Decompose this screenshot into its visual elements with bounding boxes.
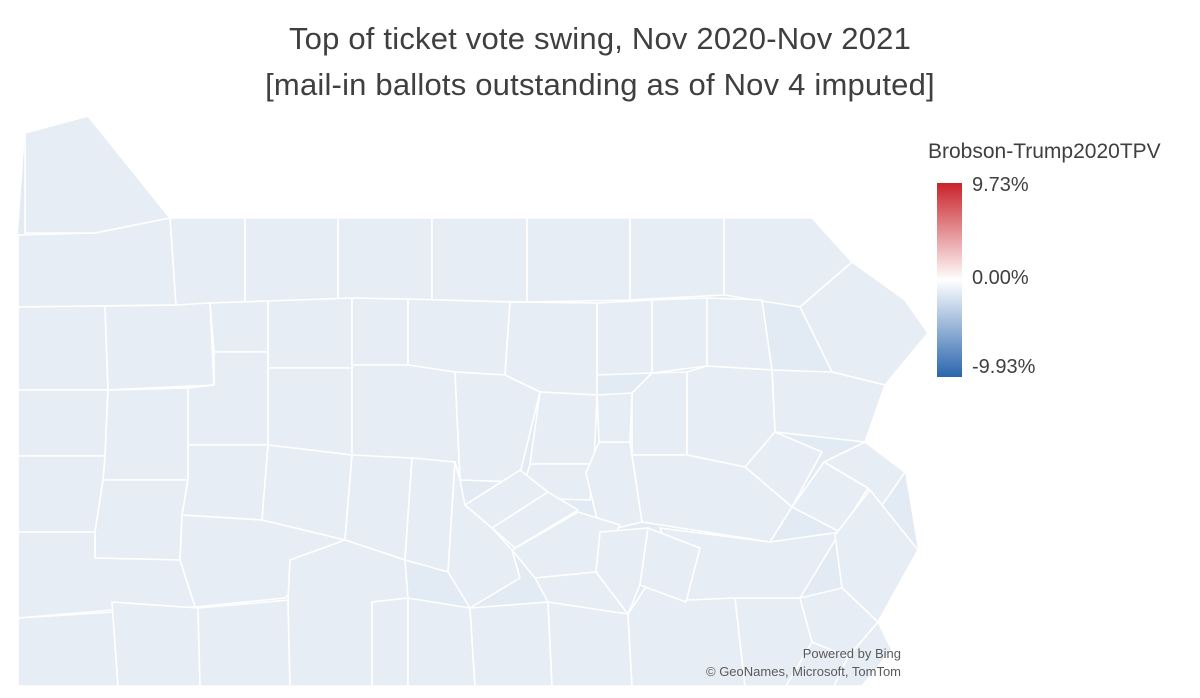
county-armstrong — [181, 444, 269, 521]
county-fulton — [371, 597, 409, 687]
county-somerset — [197, 599, 291, 687]
legend-gradient — [937, 183, 962, 377]
county-lackawanna — [706, 297, 773, 371]
county-potter — [337, 217, 433, 301]
map-copyright-label: © GeoNames, Microsoft, TomTom — [706, 664, 901, 679]
county-blair — [404, 457, 456, 573]
county-tioga — [431, 217, 528, 303]
county-adams — [469, 601, 553, 687]
county-dauphin — [595, 527, 649, 615]
powered-by-bing-label: Powered by Bing — [802, 646, 901, 661]
county-columbia — [631, 371, 688, 456]
county-northampton — [823, 441, 906, 515]
county-sullivan — [596, 299, 653, 376]
county-wyoming — [651, 297, 708, 374]
county-union — [529, 391, 598, 465]
page-title: Top of ticket vote swing, Nov 2020-Nov 2… — [0, 16, 1200, 108]
county-mercer — [17, 305, 109, 391]
county-centre — [454, 371, 541, 483]
county-lebanon — [639, 527, 701, 603]
county-mckean — [244, 217, 339, 304]
page-title-line1: Top of ticket vote swing, Nov 2020-Nov 2… — [288, 21, 912, 56]
legend-max-label: 9.73% — [972, 174, 1029, 196]
county-lawrence — [17, 389, 109, 457]
county-jefferson — [267, 367, 353, 456]
county-warren — [169, 217, 246, 306]
county-beaver — [17, 455, 106, 533]
legend-min-label: -9.93% — [972, 356, 1036, 378]
county-philadelphia — [833, 621, 893, 687]
county-elk — [267, 297, 353, 369]
county-susquehanna — [629, 217, 725, 301]
county-bradford — [526, 217, 631, 303]
county-juniata — [491, 491, 579, 549]
county-allegheny — [94, 479, 189, 561]
legend-title: Brobson-Trump2020TPV — [928, 140, 1161, 163]
county-york — [547, 601, 633, 687]
county-forest — [209, 300, 269, 353]
county-fayette — [111, 601, 201, 687]
county-montour — [596, 392, 633, 443]
county-venango — [104, 302, 215, 391]
legend-mid-label: 0.00% — [972, 267, 1029, 289]
county-franklin — [407, 597, 476, 687]
county-bucks — [834, 489, 919, 623]
county-clinton — [407, 298, 511, 376]
county-cameron — [351, 297, 409, 366]
page-title-line2: [mail-in ballots outstanding as of Nov 4… — [265, 67, 935, 102]
county-erie — [24, 115, 171, 234]
county-butler — [102, 387, 189, 481]
county-greene — [17, 611, 119, 687]
county-monroe — [771, 369, 886, 443]
